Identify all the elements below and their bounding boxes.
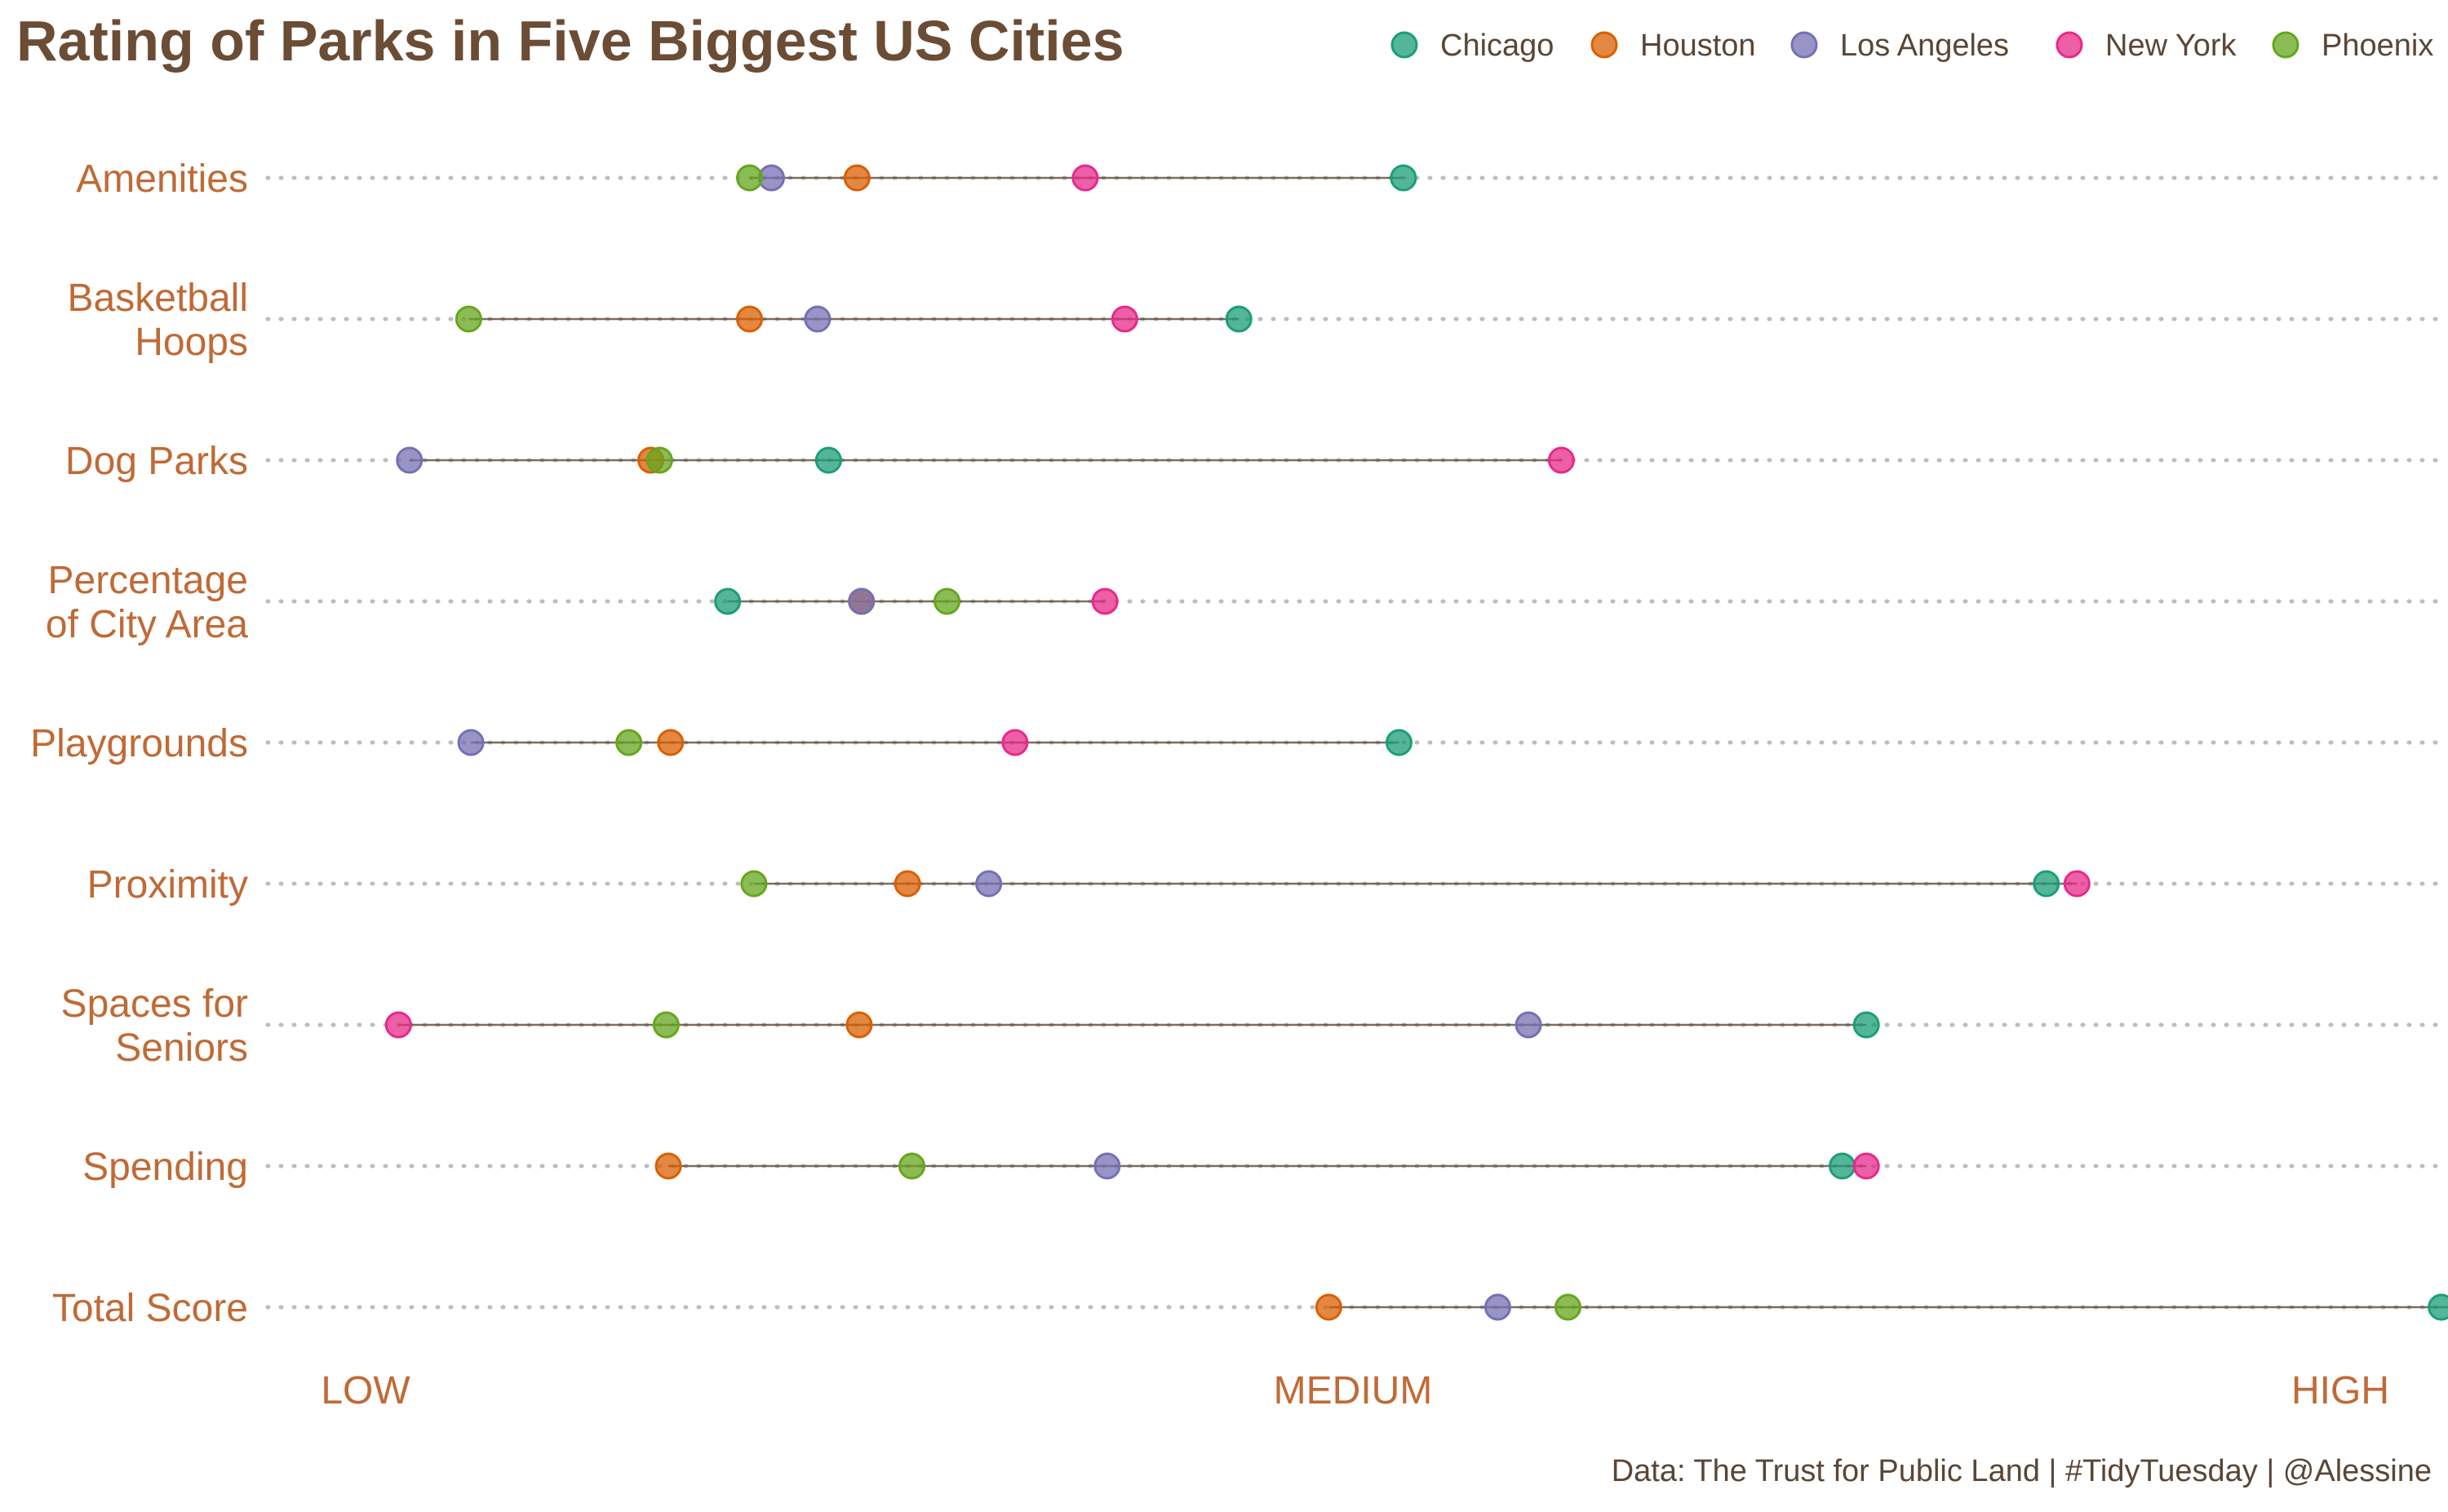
point-new-york-basketball-hoops	[1111, 305, 1138, 333]
point-new-york-spaces-for-seniors	[384, 1011, 412, 1039]
point-houston-total-score	[1315, 1293, 1342, 1321]
point-phoenix-basketball-hoops	[455, 305, 482, 333]
point-los-angeles-basketball-hoops	[804, 305, 832, 333]
tick-label-low: LOW	[321, 1369, 410, 1412]
legend-label-phoenix: Phoenix	[2322, 29, 2433, 63]
row-label-playgrounds: Playgrounds	[30, 722, 248, 765]
point-chicago-playgrounds	[1385, 729, 1412, 756]
point-phoenix-playgrounds	[615, 729, 643, 756]
point-chicago-basketball-hoops	[1225, 305, 1253, 333]
point-chicago-spaces-for-seniors	[1852, 1011, 1880, 1039]
chart-title: Rating of Parks in Five Biggest US Citie…	[16, 9, 1124, 73]
row-label-amenities: Amenities	[76, 157, 248, 201]
point-chicago-spending	[1829, 1152, 1856, 1180]
point-phoenix-dog-parks	[645, 446, 673, 474]
point-chicago-percentage-of-city-area	[714, 588, 742, 615]
row-label-spaces-for-seniors: Spaces for Seniors	[61, 982, 248, 1070]
point-los-angeles-percentage-of-city-area	[848, 588, 876, 615]
point-los-angeles-total-score	[1483, 1293, 1511, 1321]
point-new-york-proximity	[2063, 870, 2091, 898]
row-label-percentage-of-city-area: Percentage of City Area	[46, 559, 248, 646]
legend-key-new-york	[2056, 31, 2083, 59]
point-phoenix-proximity	[740, 870, 768, 898]
row-label-proximity: Proximity	[87, 863, 248, 907]
legend-key-phoenix	[2272, 31, 2299, 59]
point-phoenix-spaces-for-seniors	[652, 1011, 680, 1039]
point-houston-playgrounds	[657, 729, 685, 756]
legend-label-chicago: Chicago	[1440, 29, 1554, 63]
chart-caption: Data: The Trust for Public Land | #TidyT…	[1611, 1454, 2432, 1488]
point-phoenix-percentage-of-city-area	[934, 588, 961, 615]
point-houston-proximity	[894, 870, 921, 898]
point-houston-basketball-hoops	[736, 305, 764, 333]
point-new-york-percentage-of-city-area	[1091, 588, 1119, 615]
legend-label-houston: Houston	[1640, 29, 1756, 63]
point-new-york-playgrounds	[1001, 729, 1029, 756]
point-new-york-dog-parks	[1547, 446, 1575, 474]
legend-label-new-york: New York	[2105, 29, 2237, 63]
row-label-total-score: Total Score	[52, 1287, 248, 1330]
legend-key-chicago	[1390, 31, 1418, 59]
point-new-york-spending	[1852, 1152, 1880, 1180]
legend-label-los-angeles: Los Angeles	[1840, 29, 2009, 63]
row-label-spending: Spending	[82, 1146, 248, 1189]
tick-label-high: HIGH	[2291, 1369, 2389, 1412]
tick-label-medium: MEDIUM	[1274, 1369, 1433, 1412]
row-label-dog-parks: Dog Parks	[65, 440, 248, 483]
legend-key-houston	[1590, 31, 1618, 59]
point-los-angeles-dog-parks	[396, 446, 424, 474]
point-los-angeles-spaces-for-seniors	[1514, 1011, 1542, 1039]
point-houston-amenities	[843, 164, 871, 192]
point-chicago-dog-parks	[814, 446, 842, 474]
point-houston-spaces-for-seniors	[845, 1011, 873, 1039]
point-chicago-proximity	[2033, 870, 2060, 898]
point-chicago-amenities	[1390, 164, 1417, 192]
point-los-angeles-playgrounds	[457, 729, 485, 756]
legend-key-los-angeles	[1790, 31, 1818, 59]
point-phoenix-total-score	[1554, 1293, 1582, 1321]
point-chicago-total-score	[2428, 1293, 2448, 1321]
point-houston-spending	[654, 1152, 682, 1180]
point-phoenix-amenities	[736, 164, 764, 192]
point-new-york-amenities	[1071, 164, 1099, 192]
point-los-angeles-spending	[1093, 1152, 1121, 1180]
point-los-angeles-proximity	[975, 870, 1003, 898]
row-label-basketball-hoops: Basketball Hoops	[68, 277, 248, 364]
point-phoenix-spending	[898, 1152, 926, 1180]
